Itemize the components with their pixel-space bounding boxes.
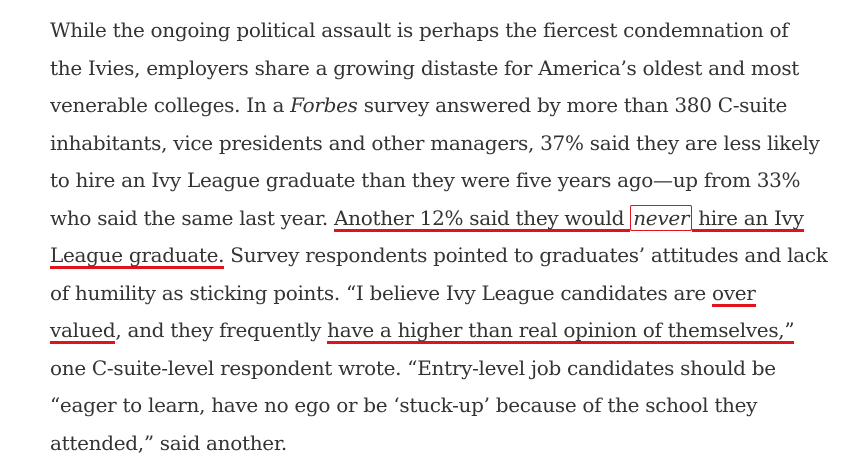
text-segment: survey answered by more than 380 C-suite [357,93,788,117]
text-line: “eager to learn, have no ego or be ‘stuc… [50,387,830,425]
text-segment: who said the same last year. [50,205,335,230]
text-segment: one C-suite-level respondent wrote. “Ent… [50,355,776,380]
italic-publication-name: Forbes [290,93,358,117]
text-segment: venerable colleges. In a [50,93,291,117]
red-underline-highlight: hire an Ivy [692,205,804,232]
text-segment: the Ivies, employers share a growing dis… [50,55,800,80]
red-underline-highlight: over [711,280,756,307]
text-line: to hire an Ivy League graduate than they… [50,162,830,200]
red-boxed-emphasis: never [630,204,693,231]
text-segment: inhabitants, vice presidents and other m… [50,130,820,155]
text-line: who said the same last year. Another 12%… [50,200,830,238]
text-line: venerable colleges. In a Forbes survey a… [50,87,830,125]
text-segment: attended,” said another. [50,430,287,455]
text-line: valued, and they frequently have a highe… [50,312,830,350]
red-underline-highlight: League graduate. [50,243,225,269]
text-segment: , and they frequently [115,318,328,342]
text-line: the Ivies, employers share a growing dis… [50,50,830,88]
text-line: inhabitants, vice presidents and other m… [50,125,830,163]
text-line: League graduate. Survey respondents poin… [50,237,830,275]
text-line: While the ongoing political assault is p… [50,12,830,50]
red-underline-highlight: Another 12% said they would [334,205,631,232]
text-segment: “eager to learn, have no ego or be ‘stuc… [50,393,758,417]
text-line: attended,” said another. [50,425,830,463]
red-underline-highlight: valued [50,318,116,344]
text-line: of humility as sticking points. “I belie… [50,275,830,313]
article-paragraph: While the ongoing political assault is p… [50,12,830,462]
red-underline-highlight: have a higher than real opinion of thems… [327,318,795,344]
text-segment: to hire an Ivy League graduate than they… [50,168,801,192]
text-segment: of humility as sticking points. “I belie… [50,280,712,305]
text-line: one C-suite-level respondent wrote. “Ent… [50,350,830,388]
text-segment: While the ongoing political assault is p… [50,18,789,42]
text-segment: Survey respondents pointed to graduates’… [224,243,828,267]
